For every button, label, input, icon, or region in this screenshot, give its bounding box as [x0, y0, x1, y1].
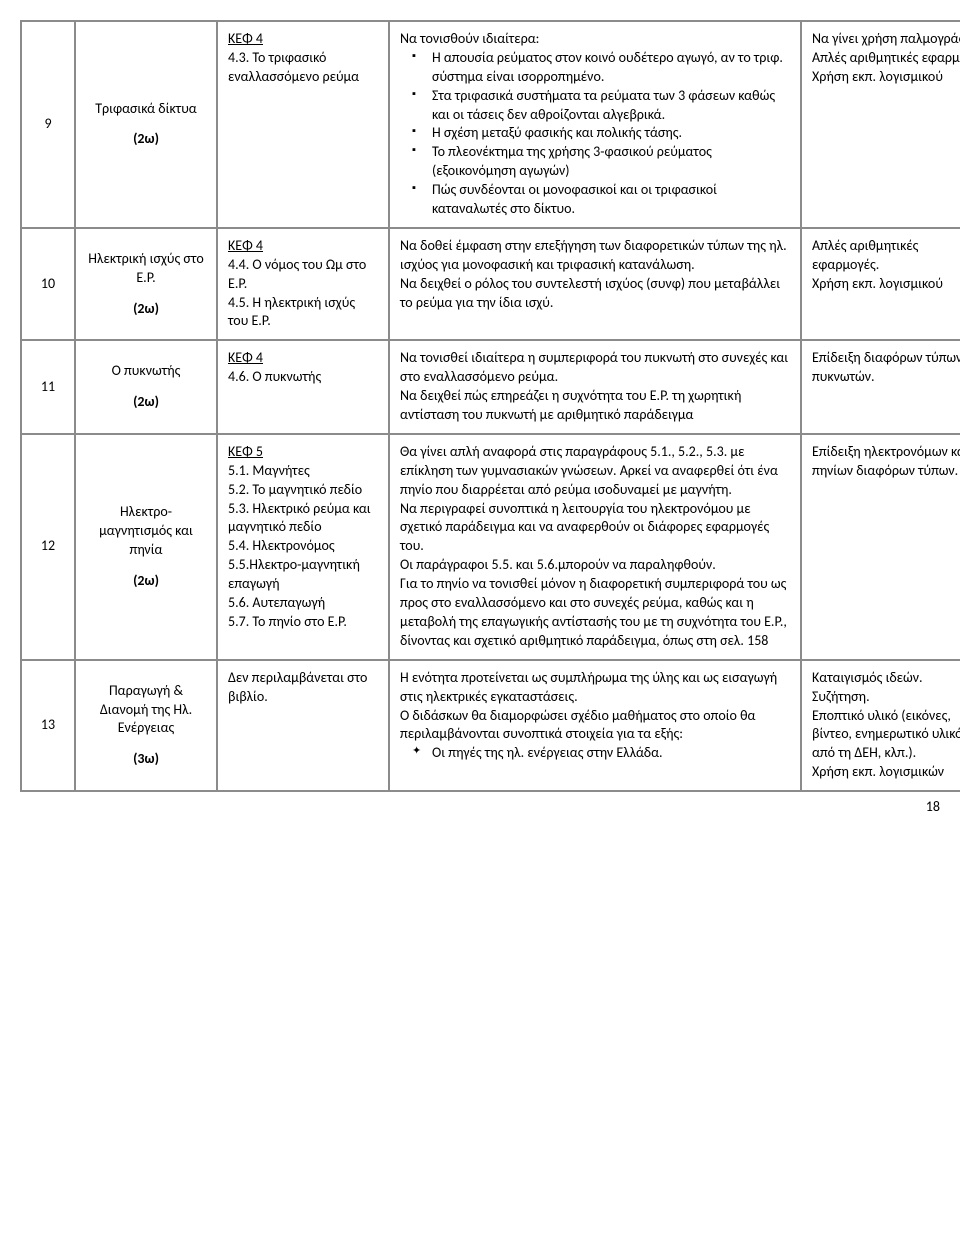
row-guidance: Να τονισθεί ιδιαίτερα η συμπεριφορά του … [389, 340, 801, 434]
note-line: Επίδειξη διαφόρων τύπων πυκνωτών. [812, 349, 960, 387]
table-row: 13Παραγωγή & Διανομή της Ηλ. Ενέργειας (3… [21, 660, 960, 791]
row-notes: Επίδειξη ηλεκτρονόμων και πηνίων διαφόρω… [801, 434, 960, 660]
row-topic: Τριφασικά δίκτυα (2ω) [75, 21, 217, 228]
row-chapter: ΚΕΦ 44.3. Το τριφασικό εναλλασσόμενο ρεύ… [217, 21, 389, 228]
topic-hours: (2ω) [86, 393, 206, 412]
chapter-item: 4.4. Ο νόμος του Ωμ στο Ε.Ρ. [228, 256, 378, 294]
chapter-header: ΚΕΦ 4 [228, 237, 378, 256]
guidance-paragraph: Θα γίνει απλή αναφορά στις παραγράφους 5… [400, 443, 790, 500]
note-line: Καταιγισμός ιδεών. [812, 669, 960, 688]
row-notes: Καταιγισμός ιδεών.Συζήτηση.Εποπτικό υλικ… [801, 660, 960, 791]
chapter-header: ΚΕΦ 4 [228, 30, 378, 49]
row-chapter: Δεν περιλαμβάνεται στο βιβλίο. [217, 660, 389, 791]
chapter-item: 5.1. Μαγνήτες [228, 462, 378, 481]
chapter-item: 5.7. Το πηνίο στο Ε.Ρ. [228, 613, 378, 632]
topic-title: Παραγωγή & Διανομή της Ηλ. Ενέργειας [86, 682, 206, 739]
guidance-bullets: Η απουσία ρεύματος στον κοινό ουδέτερο α… [400, 49, 790, 219]
guidance-paragraph: Να δειχθεί πώς επηρεάζει η συχνότητα του… [400, 387, 790, 425]
chapter-item: 5.6. Αυτεπαγωγή [228, 594, 378, 613]
row-guidance: Να τονισθούν ιδιαίτερα:Η απουσία ρεύματο… [389, 21, 801, 228]
row-chapter: ΚΕΦ 44.6. Ο πυκνωτής [217, 340, 389, 434]
note-line: Επίδειξη ηλεκτρονόμων και πηνίων διαφόρω… [812, 443, 960, 481]
guidance-paragraph: Να δοθεί έμφαση στην επεξήγηση των διαφο… [400, 237, 790, 275]
guidance-bullet: Η σχέση μεταξύ φασικής και πολικής τάσης… [418, 124, 790, 143]
chapter-item: 5.3. Ηλεκτρικό ρεύμα και μαγνητικό πεδίο [228, 500, 378, 538]
row-number: 13 [21, 660, 75, 791]
note-line: Εποπτικό υλικό (εικόνες, βίντεο, ενημερω… [812, 707, 960, 764]
row-notes: Να γίνει χρήση παλμογράφου.Απλές αριθμητ… [801, 21, 960, 228]
guidance-paragraph: Ο διδάσκων θα διαμορφώσει σχέδιο μαθήματ… [400, 707, 790, 745]
table-row: 9 Τριφασικά δίκτυα (2ω) ΚΕΦ 44.3. Το τριφασ… [21, 21, 960, 228]
topic-title: Τριφασικά δίκτυα [86, 100, 206, 119]
guidance-paragraph: Η ενότητα προτείνεται ως συμπλήρωμα της … [400, 669, 790, 707]
guidance-bullet: Οι πηγές της ηλ. ενέργειας στην Ελλάδα. [418, 744, 790, 763]
guidance-paragraph: Να περιγραφεί συνοπτικά η λειτουργία του… [400, 500, 790, 557]
table-row: 10 Ηλεκτρική ισχύς στο Ε.Ρ. (2ω) ΚΕΦ 44.4. … [21, 228, 960, 340]
chapter-plain: Δεν περιλαμβάνεται στο βιβλίο. [228, 669, 378, 707]
row-number: 11 [21, 340, 75, 434]
note-line: Να γίνει χρήση παλμογράφου. [812, 30, 960, 49]
chapter-item: 5.5.Ηλεκτρο-μαγνητική επαγωγή [228, 556, 378, 594]
chapter-item: 5.2. Το μαγνητικό πεδίο [228, 481, 378, 500]
chapter-item: 4.5. Η ηλεκτρική ισχύς του Ε.Ρ. [228, 294, 378, 332]
row-notes: Επίδειξη διαφόρων τύπων πυκνωτών. [801, 340, 960, 434]
guidance-paragraph: Να τονισθεί ιδιαίτερα η συμπεριφορά του … [400, 349, 790, 387]
row-topic: Ηλεκτρική ισχύς στο Ε.Ρ. (2ω) [75, 228, 217, 340]
chapter-item: 4.3. Το τριφασικό εναλλασσόμενο ρεύμα [228, 49, 378, 87]
note-line: Χρήση εκπ. λογισμικού [812, 68, 960, 87]
row-number: 12 [21, 434, 75, 660]
chapter-item: 4.6. Ο πυκνωτής [228, 368, 378, 387]
chapter-header: ΚΕΦ 5 [228, 443, 378, 462]
note-line: Χρήση εκπ. λογισμικού [812, 275, 960, 294]
row-topic: Παραγωγή & Διανομή της Ηλ. Ενέργειας (3ω) [75, 660, 217, 791]
guidance-paragraph: Να δειχθεί ο ρόλος του συντελεστή ισχύος… [400, 275, 790, 313]
guidance-intro: Να τονισθούν ιδιαίτερα: [400, 30, 790, 49]
row-number: 10 [21, 228, 75, 340]
table-row: 12Ηλεκτρο-μαγνητισμός και πηνία (2ω) ΚΕΦ 5… [21, 434, 960, 660]
note-line: Απλές αριθμητικές εφαρμογές. [812, 237, 960, 275]
row-guidance: Θα γίνει απλή αναφορά στις παραγράφους 5… [389, 434, 801, 660]
row-guidance: Η ενότητα προτείνεται ως συμπλήρωμα της … [389, 660, 801, 791]
guidance-bullet: Στα τριφασικά συστήματα τα ρεύματα των 3… [418, 87, 790, 125]
chapter-item: 5.4. Ηλεκτρονόμος [228, 537, 378, 556]
table-row: 11 Ο πυκνωτής (2ω) ΚΕΦ 44.6. Ο πυκνωτής Να τ… [21, 340, 960, 434]
topic-title: Ηλεκτρική ισχύς στο Ε.Ρ. [86, 250, 206, 288]
row-number: 9 [21, 21, 75, 228]
row-topic: Ο πυκνωτής (2ω) [75, 340, 217, 434]
guidance-bullet: Πώς συνδέονται οι μονοφασικοί και οι τρι… [418, 181, 790, 219]
row-chapter: ΚΕΦ 44.4. Ο νόμος του Ωμ στο Ε.Ρ.4.5. Η … [217, 228, 389, 340]
guidance-bullet: Το πλεονέκτημα της χρήσης 3-φασικού ρεύμ… [418, 143, 790, 181]
page-number: 18 [20, 798, 940, 815]
topic-hours: (2ω) [86, 130, 206, 149]
guidance-bullet: Η απουσία ρεύματος στον κοινό ουδέτερο α… [418, 49, 790, 87]
row-chapter: ΚΕΦ 55.1. Μαγνήτες5.2. Το μαγνητικό πεδί… [217, 434, 389, 660]
guidance-bullets: Οι πηγές της ηλ. ενέργειας στην Ελλάδα. [400, 744, 790, 763]
chapter-header: ΚΕΦ 4 [228, 349, 378, 368]
topic-hours: (2ω) [86, 572, 206, 591]
row-notes: Απλές αριθμητικές εφαρμογές.Χρήση εκπ. λ… [801, 228, 960, 340]
topic-hours: (2ω) [86, 300, 206, 319]
curriculum-table: 9Τριφασικά δίκτυα(2ω)ΚΕΦ 44.3. Το τριφασ… [20, 20, 960, 792]
note-line: Συζήτηση. [812, 688, 960, 707]
topic-hours: (3ω) [86, 750, 206, 769]
note-line: Χρήση εκπ. λογισμικών [812, 763, 960, 782]
note-line: Απλές αριθμητικές εφαρμογές [812, 49, 960, 68]
guidance-paragraph: Οι παράγραφοι 5.5. και 5.6.μπορούν να πα… [400, 556, 790, 575]
row-guidance: Να δοθεί έμφαση στην επεξήγηση των διαφο… [389, 228, 801, 340]
row-topic: Ηλεκτρο-μαγνητισμός και πηνία (2ω) [75, 434, 217, 660]
topic-title: Ο πυκνωτής [86, 362, 206, 381]
guidance-paragraph: Για το πηνίο να τονισθεί μόνον η διαφορε… [400, 575, 790, 651]
topic-title: Ηλεκτρο-μαγνητισμός και πηνία [86, 503, 206, 560]
